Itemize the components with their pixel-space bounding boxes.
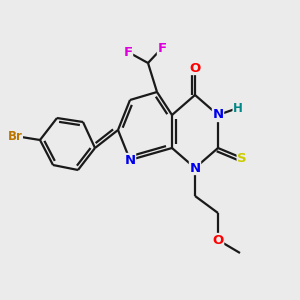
Text: N: N — [189, 161, 201, 175]
Text: F: F — [123, 46, 133, 59]
Text: H: H — [233, 101, 243, 115]
Text: F: F — [158, 41, 166, 55]
Text: O: O — [212, 233, 224, 247]
Text: Br: Br — [8, 130, 22, 142]
Text: N: N — [124, 154, 136, 166]
Text: N: N — [212, 109, 224, 122]
Text: S: S — [237, 152, 247, 164]
Text: O: O — [189, 61, 201, 74]
